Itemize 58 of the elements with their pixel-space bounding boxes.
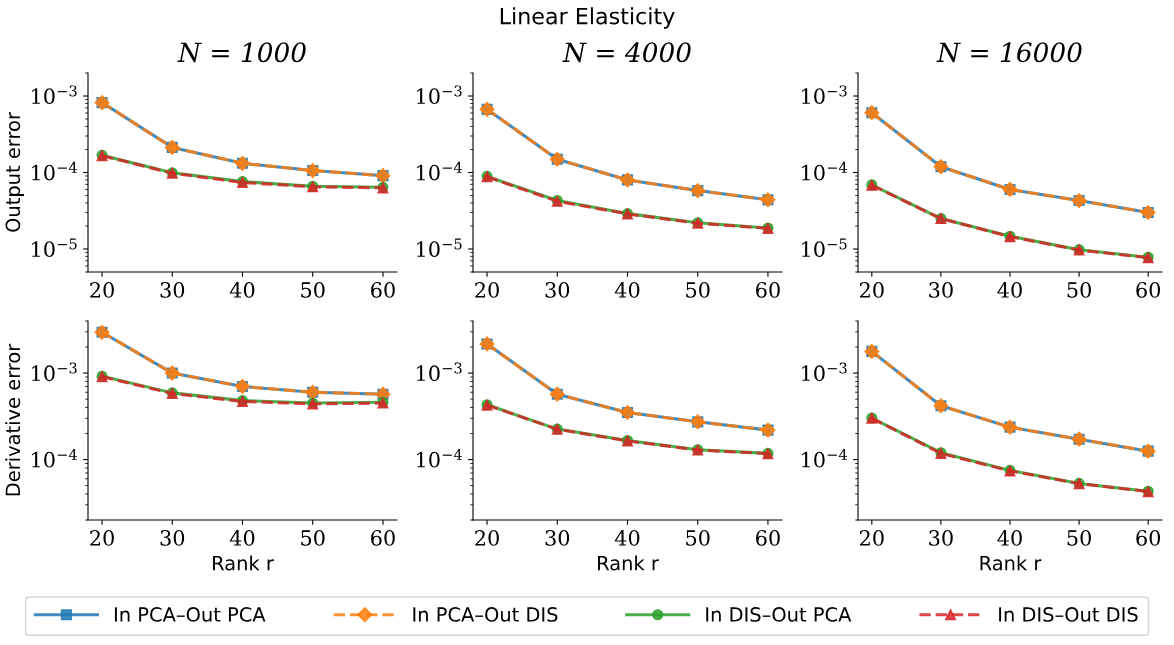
x-tick-label: 60 bbox=[756, 282, 780, 298]
x-tick-label: 50 bbox=[686, 282, 710, 298]
y-tick-label: 10$^{−4}$ bbox=[802, 161, 847, 181]
y-tick-label: 10$^{−3}$ bbox=[802, 362, 847, 382]
x-tick-label: 50 bbox=[301, 530, 325, 546]
x-tick-label: 20 bbox=[90, 530, 114, 546]
x-tick-label: 20 bbox=[859, 530, 884, 546]
x-tick-label: 30 bbox=[929, 282, 953, 298]
x-tick-label: 40 bbox=[614, 530, 640, 546]
x-tick-label: 40 bbox=[229, 282, 255, 298]
y-tick-label: 10$^{−4}$ bbox=[32, 448, 77, 468]
legend-label: In DIS–Out PCA bbox=[706, 607, 852, 622]
legend-label: In PCA–Out PCA bbox=[114, 607, 266, 622]
y-axis-title: Derivative error bbox=[5, 343, 21, 496]
x-tick-label: 60 bbox=[371, 282, 395, 298]
x-tick-label: 20 bbox=[859, 282, 884, 298]
x-tick-label: 30 bbox=[160, 530, 185, 546]
y-tick-label: 10$^{−4}$ bbox=[32, 161, 77, 181]
y-tick-label: 10$^{−3}$ bbox=[32, 85, 77, 105]
y-tick-label: 10$^{−3}$ bbox=[32, 362, 77, 382]
y-axis-title: Output error bbox=[5, 112, 24, 232]
x-tick-label: 60 bbox=[756, 530, 780, 546]
x-tick-label: 20 bbox=[475, 282, 499, 298]
y-tick-label: 10$^{−3}$ bbox=[802, 85, 847, 105]
y-tick-label: 10$^{−4}$ bbox=[417, 448, 462, 468]
legend-label: In DIS–Out DIS bbox=[999, 607, 1138, 622]
y-tick-label: 10$^{−3}$ bbox=[417, 362, 462, 382]
y-tick-label: 10$^{−5}$ bbox=[802, 238, 847, 258]
x-tick-label: 30 bbox=[929, 530, 953, 546]
chart-title: N = 1000 bbox=[177, 42, 306, 63]
y-tick-label: 10$^{−5}$ bbox=[32, 238, 77, 258]
x-tick-label: 60 bbox=[1136, 530, 1161, 546]
x-tick-label: 40 bbox=[614, 282, 640, 298]
x-tick-label: 30 bbox=[545, 282, 570, 298]
y-tick-label: 10$^{−4}$ bbox=[417, 161, 462, 181]
chart-title: N = 4000 bbox=[562, 42, 691, 63]
chart-title: N = 16000 bbox=[936, 42, 1082, 63]
x-tick-label: 50 bbox=[1067, 530, 1091, 546]
x-axis-title: Rank r bbox=[980, 555, 1042, 571]
x-axis-title: Rank r bbox=[213, 555, 274, 571]
x-tick-label: 50 bbox=[1067, 282, 1091, 298]
x-tick-label: 40 bbox=[997, 282, 1022, 298]
y-tick-label: 10$^{−5}$ bbox=[417, 238, 462, 258]
x-tick-label: 30 bbox=[545, 530, 570, 546]
x-tick-label: 30 bbox=[160, 282, 185, 298]
x-tick-label: 20 bbox=[475, 530, 499, 546]
x-tick-label: 40 bbox=[997, 530, 1022, 546]
y-tick-label: 10$^{−3}$ bbox=[417, 85, 462, 105]
x-tick-label: 50 bbox=[301, 282, 325, 298]
x-tick-label: 60 bbox=[1136, 282, 1161, 298]
legend-label: In PCA–Out DIS bbox=[413, 607, 558, 622]
x-tick-label: 60 bbox=[371, 530, 395, 546]
x-tick-label: 20 bbox=[90, 282, 114, 298]
text: Linear Elasticity bbox=[500, 7, 675, 29]
x-tick-label: 40 bbox=[229, 530, 255, 546]
x-axis-title: Rank r bbox=[598, 555, 659, 571]
y-tick-label: 10$^{−4}$ bbox=[802, 448, 847, 468]
x-tick-label: 50 bbox=[686, 530, 710, 546]
